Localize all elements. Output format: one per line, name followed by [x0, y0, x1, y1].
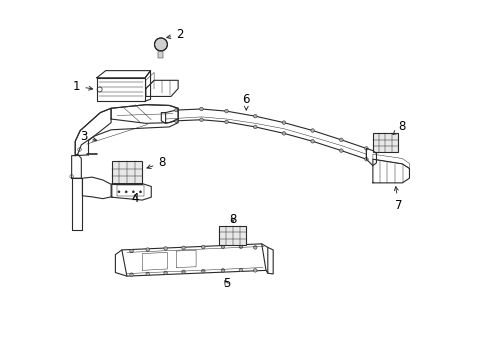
Circle shape — [118, 191, 120, 193]
Circle shape — [163, 247, 167, 250]
Circle shape — [253, 269, 257, 272]
Text: 4: 4 — [131, 192, 139, 205]
Circle shape — [310, 129, 314, 132]
Circle shape — [145, 248, 149, 251]
Circle shape — [174, 119, 178, 123]
Polygon shape — [122, 244, 265, 276]
Circle shape — [253, 125, 257, 129]
Circle shape — [199, 107, 203, 111]
Text: 8: 8 — [392, 121, 405, 135]
Circle shape — [182, 246, 185, 249]
Circle shape — [224, 109, 228, 113]
Text: 6: 6 — [242, 93, 249, 110]
Bar — [219, 226, 246, 245]
Text: 2: 2 — [166, 28, 183, 41]
Circle shape — [132, 191, 134, 193]
Bar — [112, 161, 142, 184]
Circle shape — [174, 108, 178, 112]
Circle shape — [364, 147, 367, 150]
Circle shape — [125, 191, 127, 193]
Circle shape — [145, 272, 149, 276]
Bar — [372, 134, 397, 152]
Circle shape — [182, 270, 185, 274]
Circle shape — [201, 245, 204, 249]
Circle shape — [129, 249, 133, 253]
Circle shape — [139, 191, 142, 193]
Circle shape — [253, 114, 257, 118]
Text: 5: 5 — [223, 278, 230, 291]
Circle shape — [282, 121, 285, 125]
Circle shape — [224, 120, 228, 124]
Text: 7: 7 — [394, 186, 402, 212]
Circle shape — [239, 268, 242, 272]
Circle shape — [163, 271, 167, 275]
Circle shape — [199, 118, 203, 122]
Circle shape — [339, 149, 343, 152]
Circle shape — [310, 139, 314, 143]
Text: 3: 3 — [80, 130, 97, 144]
Polygon shape — [165, 109, 366, 159]
Text: 8: 8 — [229, 213, 236, 226]
Circle shape — [282, 132, 285, 135]
Circle shape — [201, 269, 204, 273]
Circle shape — [253, 246, 257, 249]
Circle shape — [364, 157, 367, 161]
Circle shape — [129, 273, 133, 276]
Circle shape — [154, 38, 167, 51]
Text: 8: 8 — [147, 156, 165, 169]
Circle shape — [239, 245, 242, 248]
Circle shape — [221, 245, 224, 248]
Circle shape — [339, 138, 343, 141]
Circle shape — [221, 269, 224, 272]
Text: 1: 1 — [73, 80, 93, 93]
